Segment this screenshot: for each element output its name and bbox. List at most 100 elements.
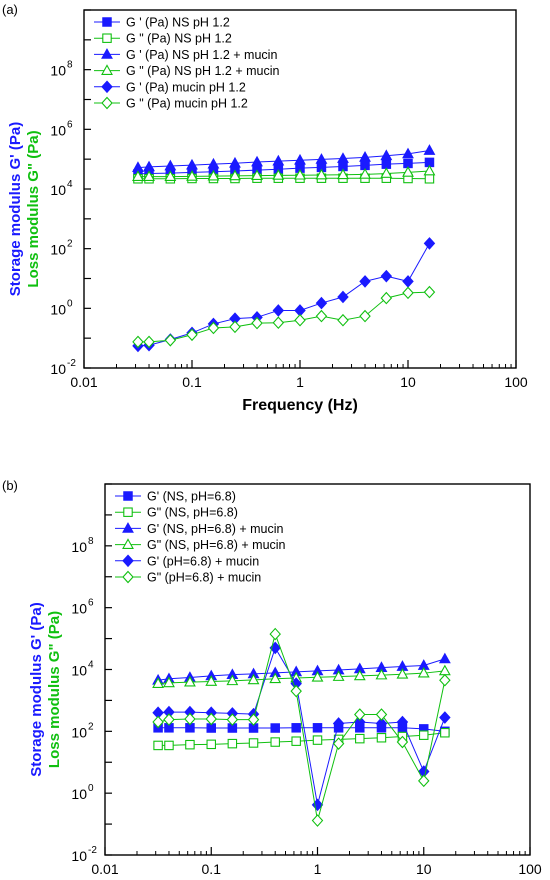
y-tick-label-base: 10: [71, 786, 87, 802]
y-tick-label-base: 10: [50, 182, 66, 198]
x-tick-label: 10: [416, 861, 432, 877]
series-2: [153, 727, 450, 751]
y-tick-label-exponent: 6: [67, 119, 73, 130]
data-point: [423, 237, 436, 250]
x-tick-label: 1: [314, 861, 322, 877]
data-point: [251, 316, 263, 330]
legend-marker: [101, 48, 113, 59]
legend-marker: [123, 507, 133, 517]
legend-marker: [102, 33, 112, 43]
data-point: [164, 170, 177, 181]
legend-label: G' (NS, pH=6.8) + mucin: [147, 522, 284, 536]
data-point: [396, 735, 409, 749]
data-point: [152, 677, 165, 688]
y-axis-title-storage: Storage modulus G' (Pa): [28, 602, 45, 776]
data-point: [402, 147, 414, 159]
series-3: [132, 144, 436, 172]
legend-label: G " (Pa) NS pH 1.2 + mucin: [126, 64, 279, 78]
data-point: [315, 309, 328, 323]
data-point: [206, 739, 217, 750]
data-point: [423, 285, 436, 299]
y-tick-label-base: 10: [71, 663, 87, 679]
data-point: [396, 667, 409, 679]
data-point: [270, 737, 280, 747]
data-point: [152, 715, 164, 729]
data-point: [163, 713, 175, 726]
data-point: [272, 169, 285, 180]
legend: G ' (Pa) NS pH 1.2 G " (Pa) NS pH 1.2 G ' …: [94, 16, 279, 111]
x-tick-label: 100: [518, 861, 542, 877]
data-point: [312, 723, 323, 733]
data-point: [272, 304, 285, 317]
panel-label: (a): [2, 2, 18, 17]
y-axis-title-storage: Storage modulus G' (Pa): [7, 122, 24, 296]
y-tick-label-base: 10: [71, 601, 87, 617]
data-point: [132, 170, 144, 181]
data-point: [439, 673, 451, 687]
legend-label: G" (NS, pH=6.8) + mucin: [147, 538, 286, 552]
x-tick-label: 1: [296, 374, 304, 390]
x-tick-label: 0.1: [182, 374, 202, 390]
data-point: [402, 286, 414, 300]
data-point: [186, 170, 198, 181]
y-tick-label-exponent: 0: [88, 783, 94, 794]
data-point: [186, 158, 198, 170]
legend-marker: [101, 96, 113, 110]
y-tick-label-base: 10: [71, 539, 87, 555]
legend-label: G" (pH=6.8) + mucin: [147, 571, 261, 585]
legend-label: G ' (Pa) mucin pH 1.2: [126, 80, 246, 94]
x-tick-label: 100: [504, 374, 528, 390]
x-tick-label: 0.1: [202, 861, 222, 877]
data-point: [291, 723, 301, 733]
series-6: [132, 285, 436, 349]
legend-marker: [101, 64, 113, 75]
legend-marker: [122, 570, 134, 584]
data-point: [132, 335, 144, 349]
data-point: [375, 717, 388, 730]
data-point: [359, 151, 371, 162]
data-point: [418, 730, 429, 740]
data-point: [438, 652, 451, 664]
x-tick-label: 10: [400, 374, 416, 390]
data-point: [424, 174, 435, 184]
data-point: [380, 291, 393, 305]
y-axis-title-loss: Loss modulus G" (Pa): [25, 130, 42, 287]
y-tick-label-base: 10: [71, 848, 87, 864]
legend-marker: [122, 554, 134, 568]
legend-label: G ' (Pa) NS pH 1.2 + mucin: [126, 48, 277, 62]
data-point: [251, 169, 263, 181]
data-point: [417, 666, 430, 678]
data-point: [164, 333, 177, 347]
data-point: [312, 735, 323, 745]
legend-label: G" (NS, pH=6.8): [147, 506, 238, 520]
y-tick-label-base: 10: [50, 63, 66, 79]
legend-label: G' (NS, pH=6.8): [147, 490, 236, 504]
y-tick-label-exponent: -2: [67, 358, 76, 369]
y-tick-label-exponent: 6: [88, 598, 94, 609]
data-point: [380, 269, 393, 283]
data-point: [311, 670, 324, 682]
data-point: [229, 156, 241, 168]
legend-label: G ' (Pa) NS pH 1.2: [126, 16, 230, 30]
legend-marker: [122, 522, 134, 533]
data-point: [247, 713, 260, 726]
data-point: [423, 144, 436, 155]
data-point: [143, 335, 155, 349]
data-point: [359, 168, 371, 179]
data-point: [376, 733, 387, 743]
y-tick-label-exponent: 4: [67, 179, 73, 190]
data-point: [315, 296, 328, 310]
data-point: [354, 715, 366, 729]
data-point: [163, 676, 175, 688]
data-point: [294, 313, 306, 327]
data-point: [380, 149, 393, 161]
data-point: [337, 168, 349, 180]
legend-marker: [123, 491, 133, 501]
data-point: [332, 717, 345, 730]
data-point: [247, 673, 260, 685]
data-point: [402, 166, 414, 177]
data-point: [164, 159, 177, 171]
data-point: [184, 712, 196, 726]
data-point: [205, 712, 217, 726]
